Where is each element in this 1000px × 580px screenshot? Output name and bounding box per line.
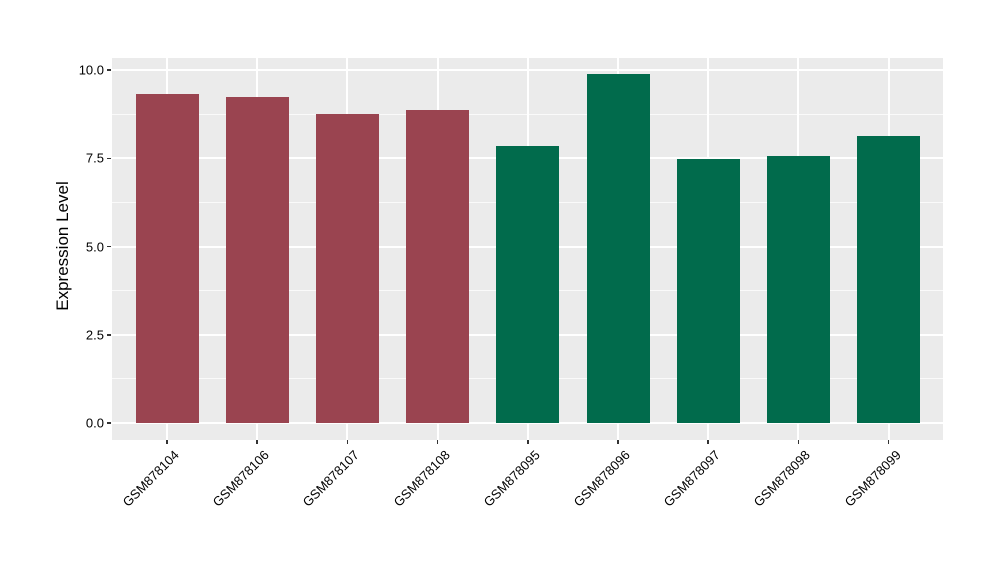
y-tick-mark xyxy=(107,69,111,71)
y-tick-mark xyxy=(107,157,111,159)
x-tick-mark xyxy=(617,440,619,444)
bar xyxy=(766,155,830,423)
x-tick-label: GSM878096 xyxy=(570,447,633,510)
x-tick-mark xyxy=(256,440,258,444)
x-tick-label: GSM878106 xyxy=(209,447,273,510)
x-tick-mark xyxy=(346,440,349,444)
bar xyxy=(857,136,921,423)
y-tick-label: 0.0 xyxy=(85,415,104,431)
bar xyxy=(676,158,740,423)
x-tick-label: GSM878108 xyxy=(390,447,453,510)
bar xyxy=(406,109,470,423)
y-tick-mark xyxy=(107,334,111,336)
x-tick-mark xyxy=(527,440,529,444)
plot-panel xyxy=(112,58,943,440)
y-tick-mark xyxy=(107,245,111,248)
y-tick-mark xyxy=(107,422,111,424)
bar xyxy=(315,114,379,423)
x-tick-mark xyxy=(797,440,800,444)
y-tick-label: 10.0 xyxy=(78,62,104,78)
x-tick-mark xyxy=(166,440,168,444)
x-tick-label: GSM878095 xyxy=(480,447,543,510)
bar xyxy=(225,96,289,423)
x-tick-mark xyxy=(887,440,890,444)
x-tick-label: GSM878098 xyxy=(751,447,814,510)
y-tick-label: 5.0 xyxy=(85,239,104,254)
x-tick-label: GSM878099 xyxy=(841,447,904,510)
x-tick-label: GSM878104 xyxy=(119,447,182,510)
x-tick-label: GSM878107 xyxy=(300,447,363,510)
y-tick-label: 7.5 xyxy=(85,150,104,166)
y-tick-label: 2.5 xyxy=(85,327,104,343)
bar xyxy=(135,93,199,423)
x-tick-mark xyxy=(707,440,709,444)
bar xyxy=(496,145,560,423)
x-tick-mark xyxy=(436,440,439,444)
bar xyxy=(586,73,650,423)
x-tick-label: GSM878097 xyxy=(660,447,724,510)
